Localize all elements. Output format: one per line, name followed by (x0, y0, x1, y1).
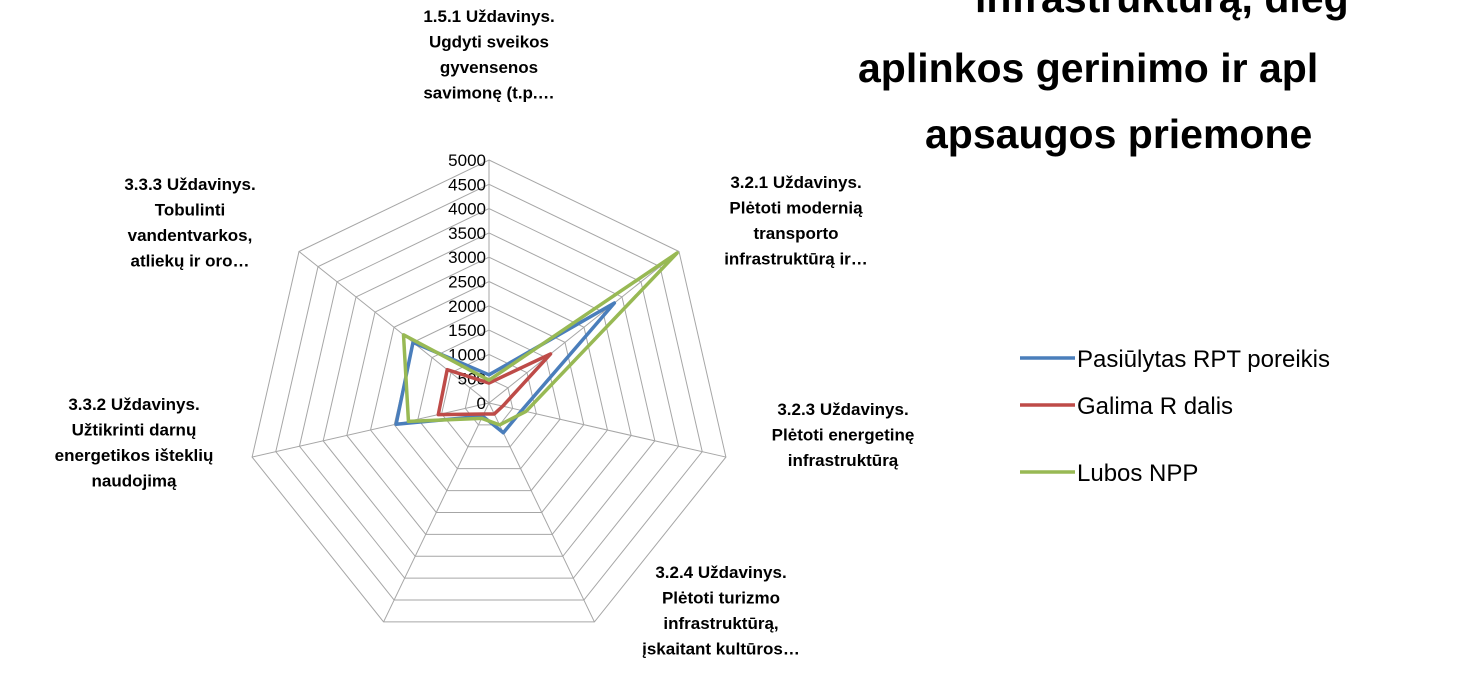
grid-ring (298, 208, 680, 579)
axis-label: Plėtoti modernią (729, 199, 863, 218)
axis-label: 3.3.2 Uždavinys. (68, 395, 199, 414)
axis-label: Tobulinti (155, 201, 226, 220)
axis-label: 3.2.4 Uždavinys. (655, 563, 786, 582)
axis-label: 3.3.3 Uždavinys. (124, 175, 255, 194)
spoke (251, 402, 490, 458)
spoke (488, 402, 595, 623)
axis-label: transporto (754, 224, 839, 243)
axis-label: naudojimą (91, 472, 177, 491)
grid-ring (275, 183, 703, 601)
title-line: infrastruktūrą, dieg (975, 0, 1349, 21)
spoke (488, 251, 680, 404)
series-line (394, 301, 617, 435)
grid-ring (346, 256, 632, 535)
spoke (298, 251, 490, 404)
axis-label: vandentvarkos, (128, 226, 253, 245)
y-tick-label: 2500 (448, 273, 486, 292)
axis-label: 1.5.1 Uždavinys. (423, 7, 554, 26)
axis-label: Plėtoti energetinę (772, 426, 915, 445)
axis-label: 3.2.3 Uždavinys. (777, 400, 908, 419)
title-line: apsaugos priemone (925, 111, 1312, 157)
axis-label: infrastruktūrą (788, 451, 899, 470)
axis-label: savimonę (t.p.… (423, 84, 554, 103)
y-tick-label: 1500 (448, 321, 486, 340)
legend-label: Pasiūlytas RPT poreikis (1077, 346, 1330, 373)
y-tick-label: 0 (477, 394, 486, 413)
axis-label: atliekų ir oro… (130, 252, 249, 271)
y-tick-label: 5000 (448, 151, 486, 170)
title-line: aplinkos gerinimo ir apl (858, 45, 1318, 91)
axis-label: energetikos išteklių (55, 446, 214, 465)
spoke (383, 402, 490, 623)
spoke (488, 402, 727, 458)
grid-ring (322, 232, 656, 557)
grid-ring (417, 329, 561, 470)
y-tick-label: 3500 (448, 224, 486, 243)
axis-label: gyvensenos (440, 58, 538, 77)
series-line (436, 352, 553, 417)
legend-label: Galima R dalis (1077, 393, 1233, 420)
series-line (401, 251, 679, 427)
y-tick-label: 4000 (448, 200, 486, 219)
grid-ring (464, 378, 514, 426)
grid-ring (251, 159, 727, 623)
axis-label: infrastruktūrą ir… (724, 250, 868, 269)
axis-label: 3.2.1 Uždavinys. (730, 173, 861, 192)
y-tick-label: 2000 (448, 297, 486, 316)
y-tick-label: 4500 (448, 175, 486, 194)
legend-label: Lubos NPP (1077, 460, 1198, 487)
y-tick-label: 3000 (448, 248, 486, 267)
axis-label: Ugdyti sveikos (429, 33, 549, 52)
axis-label: Užtikrinti darnų (72, 421, 197, 440)
axis-label: įskaitant kultūros… (642, 640, 800, 659)
axis-label: infrastruktūrą, (663, 614, 778, 633)
axis-label: Plėtoti turizmo (662, 589, 780, 608)
